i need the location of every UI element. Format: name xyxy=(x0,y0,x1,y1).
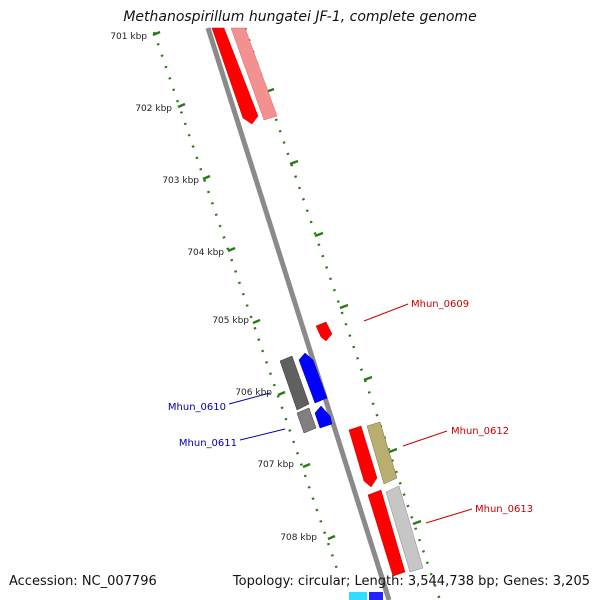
gene-feature-mhun-0613[interactable] xyxy=(367,489,406,577)
tick-label: 703 kbp xyxy=(162,176,199,186)
gene-label-mhun-0613[interactable]: Mhun_0613 xyxy=(475,504,533,515)
tick-label: 708 kbp xyxy=(280,533,317,543)
label-connector xyxy=(363,303,409,322)
major-tick xyxy=(177,102,186,109)
major-tick xyxy=(339,303,349,310)
major-tick xyxy=(202,174,211,181)
major-tick xyxy=(152,30,161,37)
gene-feature-mhun-0611-grey[interactable] xyxy=(296,407,317,434)
tick-label: 706 kbp xyxy=(235,388,272,398)
major-tick xyxy=(363,375,373,382)
major-tick xyxy=(289,159,299,166)
major-tick xyxy=(227,246,236,253)
gene-feature-mhun-0610[interactable] xyxy=(298,352,328,404)
major-tick xyxy=(277,390,286,397)
tick-label: 701 kbp xyxy=(110,32,147,42)
gene-label-mhun-0612[interactable]: Mhun_0612 xyxy=(451,426,509,437)
label-connector xyxy=(228,392,271,405)
gene-label-mhun-0611[interactable]: Mhun_0611 xyxy=(179,438,237,449)
major-tick xyxy=(314,231,324,238)
gene-feature-mhun-0612[interactable] xyxy=(348,425,378,488)
gene-label-mhun-0609[interactable]: Mhun_0609 xyxy=(411,299,469,310)
label-connector xyxy=(402,430,448,447)
major-tick xyxy=(252,318,261,325)
gene-feature-mhun-0610-grey[interactable] xyxy=(279,355,310,411)
gene-feature-forward[interactable] xyxy=(211,27,259,125)
major-tick xyxy=(412,519,422,526)
gene-feature-partial-blue[interactable] xyxy=(369,592,383,600)
gene-feature-partial-cyan[interactable] xyxy=(349,592,367,600)
gene-feature-mhun-0609[interactable] xyxy=(315,321,333,342)
genome-title: Methanospirillum hungatei JF-1, complete… xyxy=(123,9,477,25)
accession-text: Accession: NC_007796 xyxy=(9,574,157,589)
tick-label: 704 kbp xyxy=(187,248,224,258)
major-tick xyxy=(327,534,336,541)
label-connector xyxy=(425,508,473,524)
gene-feature-mhun-0612-olive[interactable] xyxy=(366,421,398,485)
major-tick xyxy=(388,447,398,454)
tick-label: 705 kbp xyxy=(212,316,249,326)
genome-backbone xyxy=(205,27,392,600)
gene-feature-mhun-0613-grey[interactable] xyxy=(385,485,424,573)
gene-feature-forward-pale[interactable] xyxy=(230,27,278,121)
gene-feature-mhun-0611[interactable] xyxy=(314,405,333,429)
gene-label-mhun-0610[interactable]: Mhun_0610 xyxy=(168,402,226,413)
genome-summary-text: Topology: circular; Length: 3,544,738 bp… xyxy=(232,574,590,589)
major-tick xyxy=(302,462,311,469)
tick-label: 707 kbp xyxy=(257,460,294,470)
tick-label: 702 kbp xyxy=(135,104,172,114)
label-connector xyxy=(239,428,286,441)
